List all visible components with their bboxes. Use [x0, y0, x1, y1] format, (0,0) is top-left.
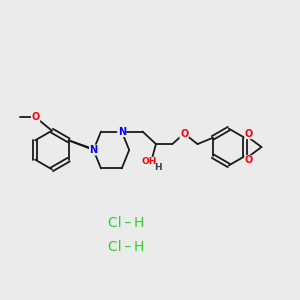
Text: Cl – H: Cl – H — [108, 216, 144, 230]
Text: O: O — [32, 112, 40, 122]
Text: N: N — [89, 145, 98, 155]
Text: O: O — [245, 129, 253, 139]
Text: O: O — [180, 129, 188, 139]
Text: O: O — [245, 155, 253, 165]
Text: Cl – H: Cl – H — [108, 240, 144, 254]
Text: H: H — [154, 163, 162, 172]
Text: OH: OH — [141, 158, 157, 166]
Text: N: N — [118, 127, 126, 136]
